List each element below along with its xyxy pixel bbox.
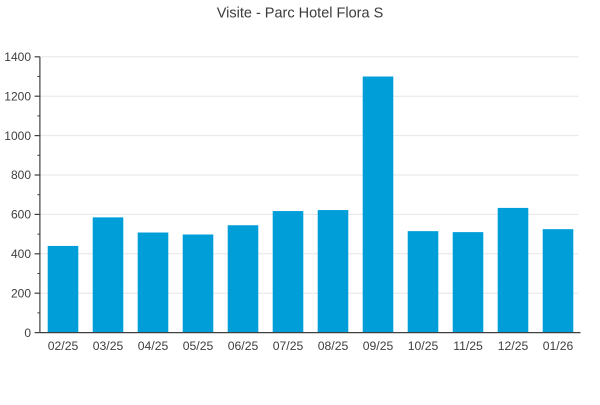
svg-text:1400: 1400 bbox=[4, 50, 31, 64]
svg-text:02/25: 02/25 bbox=[48, 339, 79, 353]
svg-text:600: 600 bbox=[11, 208, 31, 222]
svg-text:Visite - Parc Hotel Flora S: Visite - Parc Hotel Flora S bbox=[217, 6, 384, 22]
svg-text:0: 0 bbox=[24, 326, 31, 340]
svg-text:1000: 1000 bbox=[4, 129, 31, 143]
svg-text:08/25: 08/25 bbox=[318, 339, 349, 353]
svg-text:400: 400 bbox=[11, 247, 31, 261]
svg-text:07/25: 07/25 bbox=[273, 339, 304, 353]
svg-text:05/25: 05/25 bbox=[183, 339, 214, 353]
svg-text:06/25: 06/25 bbox=[228, 339, 259, 353]
svg-text:10/25: 10/25 bbox=[408, 339, 439, 353]
svg-text:09/25: 09/25 bbox=[363, 339, 394, 353]
svg-text:800: 800 bbox=[11, 168, 31, 182]
svg-text:1200: 1200 bbox=[4, 89, 31, 103]
svg-text:12/25: 12/25 bbox=[498, 339, 529, 353]
svg-text:11/25: 11/25 bbox=[453, 339, 483, 353]
svg-text:03/25: 03/25 bbox=[93, 339, 124, 353]
svg-text:200: 200 bbox=[11, 286, 31, 300]
svg-text:01/26: 01/26 bbox=[543, 339, 574, 353]
svg-text:04/25: 04/25 bbox=[138, 339, 169, 353]
